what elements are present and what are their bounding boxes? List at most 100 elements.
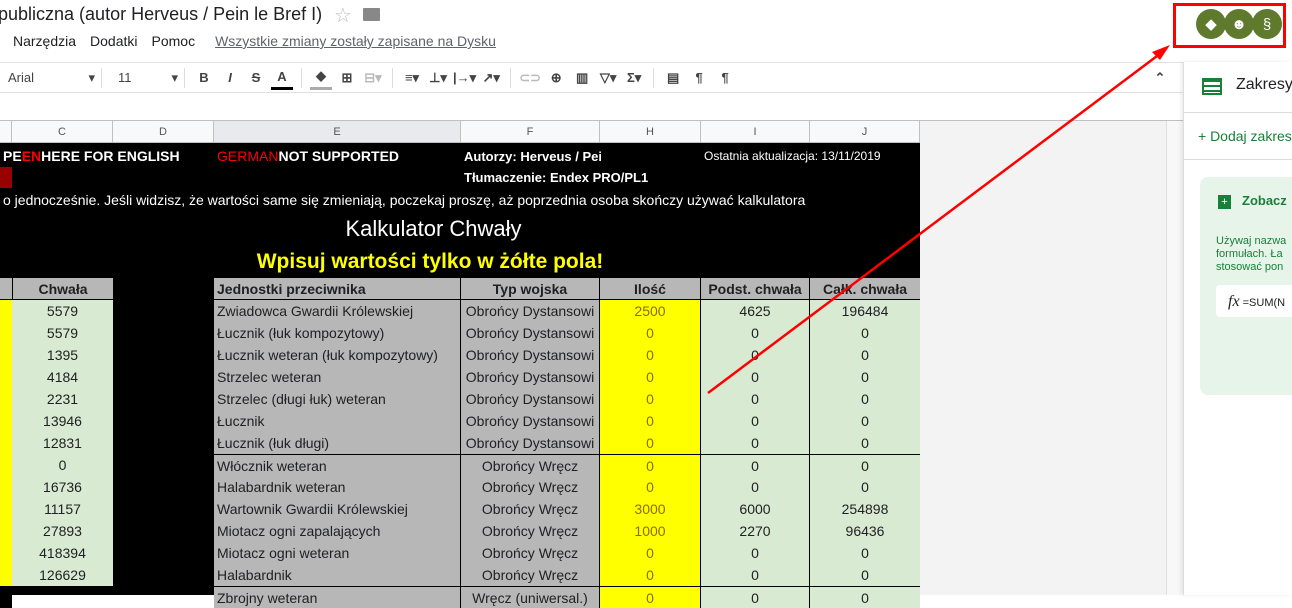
input-cell-b[interactable] xyxy=(0,564,12,586)
quantity-input[interactable]: 0 xyxy=(600,388,701,410)
input-cell-b[interactable] xyxy=(0,520,12,542)
rtl-icon[interactable]: ¶ xyxy=(721,70,729,85)
base-glory: 0 xyxy=(701,542,810,564)
addon-dog-icon[interactable]: ◆ xyxy=(1196,9,1226,39)
quantity-input[interactable]: 0 xyxy=(600,432,701,454)
column-header-b[interactable] xyxy=(0,121,12,143)
add-range-button[interactable]: + Dodaj zakres xyxy=(1198,128,1292,144)
menu-addons[interactable]: Dodatki xyxy=(90,33,138,49)
freeze-icon[interactable]: ▤ xyxy=(667,69,680,85)
troop-type: Obrońcy Dystansowi xyxy=(461,388,600,410)
base-glory: 0 xyxy=(701,476,810,498)
collapse-toolbar-icon[interactable]: ⌃ xyxy=(1154,69,1166,85)
column-header-d[interactable]: D xyxy=(113,121,214,143)
ltr-icon[interactable]: ¶ xyxy=(695,70,703,85)
quantity-input[interactable]: 0 xyxy=(600,344,701,366)
spreadsheet-grid: PE EN HERE FOR ENGLISH GERMAN NOT SUPPORT… xyxy=(0,143,920,608)
quantity-input[interactable]: 0 xyxy=(600,476,701,498)
input-cell-b[interactable] xyxy=(0,410,12,432)
input-cell-b[interactable] xyxy=(0,454,12,476)
addon-snake-icon[interactable]: § xyxy=(1252,9,1282,39)
column-header-j[interactable]: J xyxy=(810,121,920,143)
merge-cells-icon[interactable]: ⊟▾ xyxy=(364,69,382,85)
input-cell-b[interactable] xyxy=(0,432,12,454)
translation-credit: Tłumaczenie: Endex PRO/PL1 xyxy=(464,170,649,185)
quantity-input[interactable]: 0 xyxy=(600,586,701,608)
font-select[interactable]: Arial ▾ xyxy=(8,69,95,85)
quantity-input[interactable]: 0 xyxy=(600,322,701,344)
input-cell-b[interactable] xyxy=(0,388,12,410)
input-cell-b[interactable] xyxy=(0,498,12,520)
input-cell-b[interactable] xyxy=(0,322,12,344)
empty-grid-area xyxy=(920,121,1183,595)
strikethrough-icon[interactable]: S xyxy=(251,70,261,85)
quantity-input[interactable]: 0 xyxy=(600,542,701,564)
menu-tools[interactable]: Narzędzia xyxy=(13,33,77,49)
quantity-input[interactable]: 0 xyxy=(600,366,701,388)
menu-bar: Narzędzia Dodatki Pomoc Wszystkie zmiany… xyxy=(13,33,496,49)
quantity-input[interactable]: 1000 xyxy=(600,520,701,542)
text-color-icon[interactable]: A xyxy=(271,66,293,90)
vertical-scrollbar[interactable] xyxy=(1166,121,1183,595)
glory-value: 27893 xyxy=(12,520,113,542)
link-icon[interactable]: ⊂⊃ xyxy=(519,69,542,85)
header-troop-type: Typ wojska xyxy=(461,278,600,299)
total-glory: 0 xyxy=(810,564,920,586)
quantity-input[interactable]: 0 xyxy=(600,410,701,432)
quantity-input[interactable]: 2500 xyxy=(600,300,701,322)
troop-type: Obrońcy Dystansowi xyxy=(461,410,600,432)
troop-type: Obrońcy Wręcz xyxy=(461,542,600,564)
tip-title[interactable]: Zobacz xyxy=(1242,193,1287,208)
header-enemy-units: Jednostki przeciwnika xyxy=(214,278,461,299)
document-title[interactable]: publiczna (autor Herveus / Pein le Bref … xyxy=(0,4,323,24)
input-cell-b[interactable] xyxy=(0,542,12,564)
header-base-glory: Podst. chwała xyxy=(701,278,810,299)
column-header-e[interactable]: E xyxy=(214,121,461,143)
column-header-c[interactable]: C xyxy=(12,121,113,143)
column-header-f[interactable]: F xyxy=(461,121,600,143)
input-cell-b[interactable] xyxy=(0,344,12,366)
enemy-unit: Wartownik Gwardii Królewskiej xyxy=(214,498,461,520)
base-glory: 0 xyxy=(701,586,810,608)
last-updated: Ostatnia aktualizacja: 13/11/2019 xyxy=(704,149,881,163)
star-icon[interactable]: ☆ xyxy=(334,5,352,27)
base-glory: 4625 xyxy=(701,300,810,322)
input-cell-b[interactable] xyxy=(0,300,12,322)
tip-icon: + xyxy=(1218,195,1231,209)
align-horizontal-icon[interactable]: ≡▾ xyxy=(404,69,420,85)
glory-value: 5579 xyxy=(12,322,113,344)
quantity-input[interactable]: 0 xyxy=(600,564,701,586)
menu-help[interactable]: Pomoc xyxy=(151,33,196,49)
total-glory: 0 xyxy=(810,388,920,410)
enemy-unit: Zbrojny weteran xyxy=(214,586,461,608)
functions-icon[interactable]: Σ▾ xyxy=(627,69,642,85)
addon-frog-icon[interactable]: ☻ xyxy=(1224,9,1254,39)
glory-value: 13946 xyxy=(12,410,113,432)
enemy-unit: Halabardnik xyxy=(214,564,461,586)
glory-value: 16736 xyxy=(12,476,113,498)
save-status[interactable]: Wszystkie zmiany zostały zapisane na Dys… xyxy=(215,33,496,49)
total-glory: 0 xyxy=(810,432,920,454)
text-wrap-icon[interactable]: |→▾ xyxy=(453,69,477,85)
filter-icon[interactable]: ▽▾ xyxy=(599,69,617,85)
base-glory: 0 xyxy=(701,410,810,432)
column-header-h[interactable]: H xyxy=(600,121,701,143)
input-cell-b[interactable] xyxy=(0,476,12,498)
align-vertical-icon[interactable]: ⊥▾ xyxy=(429,69,447,85)
glory-value: 0 xyxy=(12,454,113,476)
quantity-input[interactable]: 0 xyxy=(600,454,701,476)
borders-icon[interactable]: ⊞ xyxy=(341,69,353,85)
text-rotate-icon[interactable]: ↗▾ xyxy=(482,69,500,85)
folder-icon[interactable] xyxy=(363,8,380,21)
fill-color-icon[interactable]: ◆ xyxy=(310,66,332,90)
column-header-i[interactable]: I xyxy=(701,121,810,143)
quantity-input[interactable]: 3000 xyxy=(600,498,701,520)
formula-bar[interactable] xyxy=(0,94,1183,121)
italic-icon[interactable]: I xyxy=(228,70,232,85)
bold-icon[interactable]: B xyxy=(199,70,209,85)
input-cell-b[interactable] xyxy=(0,366,12,388)
chart-icon[interactable]: ▥ xyxy=(576,69,589,85)
input-cell-b[interactable] xyxy=(0,586,12,608)
font-size-select[interactable]: 11 ▾ xyxy=(118,69,178,85)
comment-icon[interactable]: ⊕ xyxy=(550,69,562,85)
